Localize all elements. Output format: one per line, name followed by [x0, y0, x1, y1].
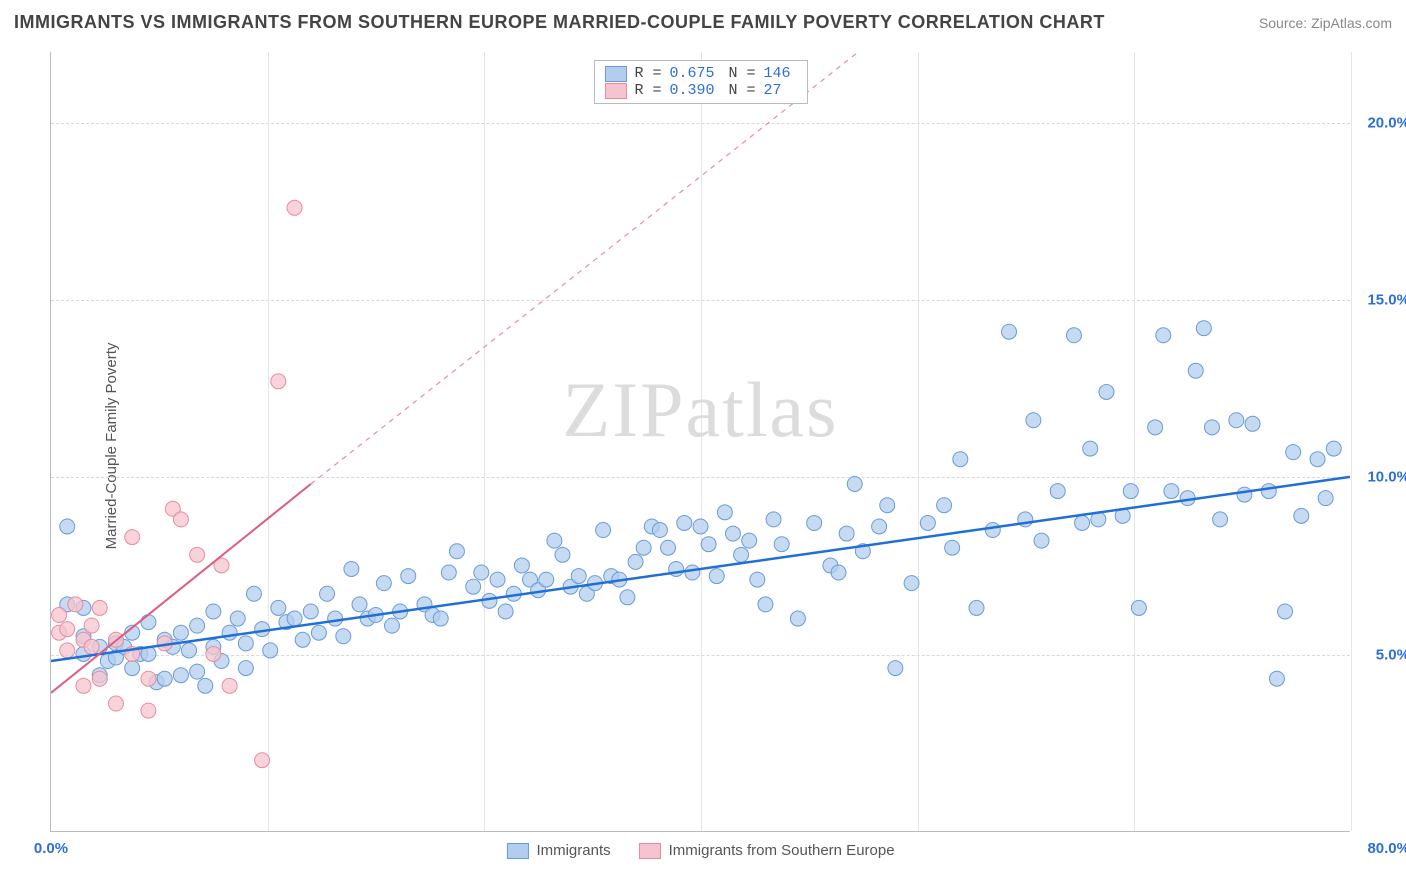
chart-title: IMMIGRANTS VS IMMIGRANTS FROM SOUTHERN E…: [14, 12, 1105, 33]
y-tick-label: 20.0%: [1354, 114, 1406, 131]
series-legend: Immigrants Immigrants from Southern Euro…: [506, 842, 894, 859]
y-tick-label: 5.0%: [1354, 646, 1406, 663]
correlation-legend: R = 0.675 N = 146 R = 0.390 N = 27: [593, 60, 807, 104]
swatch-pink: [604, 83, 626, 99]
legend-item-southern-europe: Immigrants from Southern Europe: [639, 842, 895, 859]
swatch-blue: [604, 66, 626, 82]
legend-row-2: R = 0.390 N = 27: [604, 82, 796, 99]
legend-row-1: R = 0.675 N = 146: [604, 65, 796, 82]
legend-item-immigrants: Immigrants: [506, 842, 610, 859]
source-attribution: Source: ZipAtlas.com: [1259, 15, 1392, 31]
x-tick-right: 80.0%: [1367, 840, 1406, 857]
swatch-blue-icon: [506, 843, 528, 859]
y-tick-label: 15.0%: [1354, 292, 1406, 309]
swatch-pink-icon: [639, 843, 661, 859]
grid-line-v: [1351, 52, 1352, 831]
y-tick-label: 10.0%: [1354, 469, 1406, 486]
chart-header: IMMIGRANTS VS IMMIGRANTS FROM SOUTHERN E…: [14, 12, 1392, 33]
x-tick-left: 0.0%: [34, 840, 68, 857]
scatter-svg: [51, 52, 1350, 831]
plot-area: ZIPatlas R = 0.675 N = 146 R = 0.390 N =…: [50, 52, 1350, 832]
